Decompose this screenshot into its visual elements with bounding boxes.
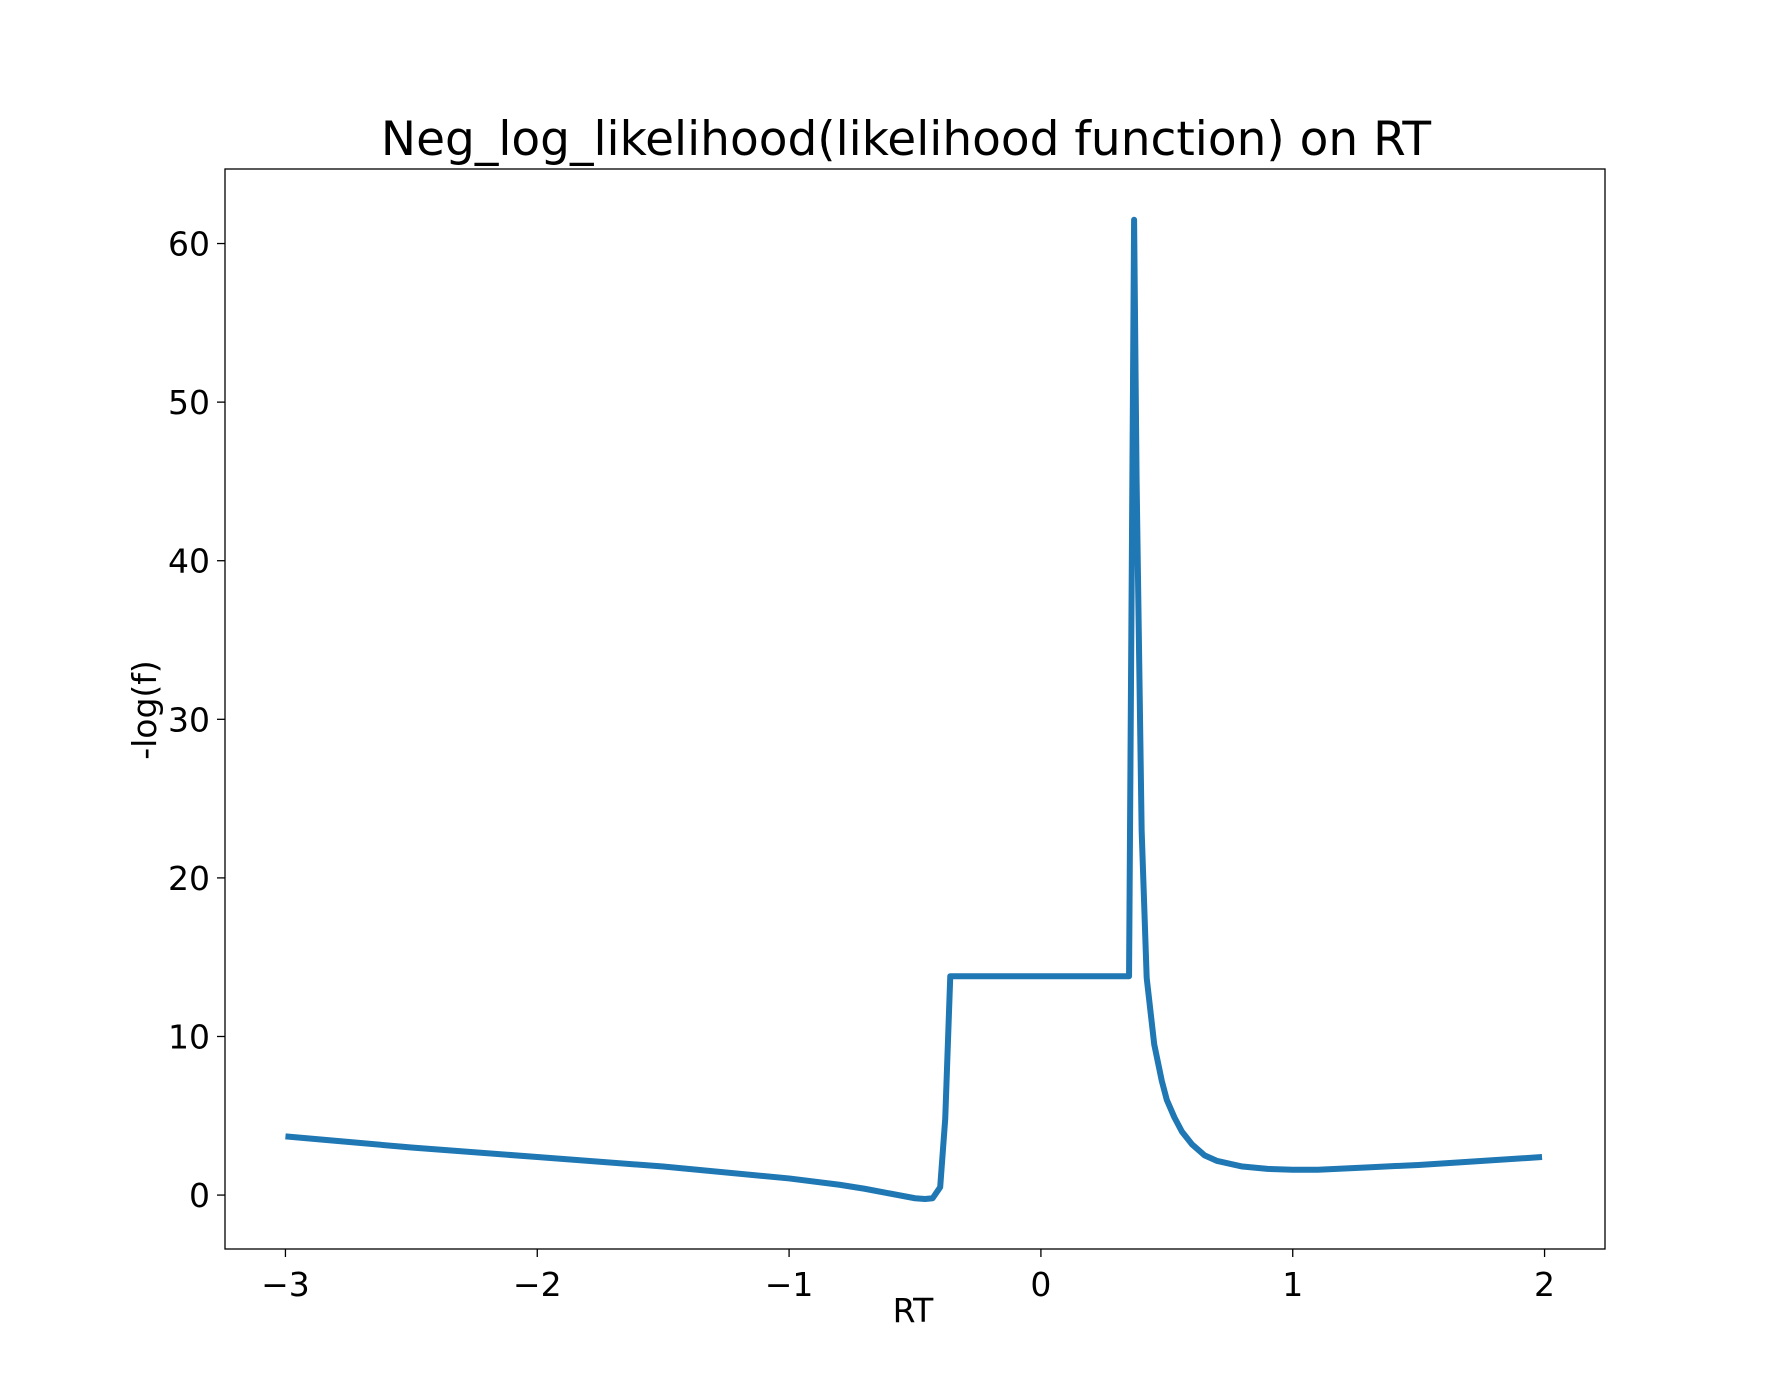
x-tick-label: −3 [261, 1265, 310, 1304]
x-tick-label: 2 [1534, 1265, 1555, 1304]
x-tick-label: −1 [765, 1265, 814, 1304]
y-tick-label: 0 [189, 1176, 210, 1215]
x-tick-label: 0 [1030, 1265, 1051, 1304]
x-tick-label: −2 [513, 1265, 562, 1304]
y-tick-label: 30 [168, 700, 210, 739]
x-axis-label: RT [893, 1291, 935, 1330]
plot-frame [224, 168, 1606, 1250]
x-axis: −3 −2 −1 0 1 2 [261, 1249, 1555, 1304]
y-tick-label: 10 [168, 1017, 210, 1056]
plot-area [224, 168, 1606, 1250]
series-line [285, 216, 1543, 1203]
y-axis: 0 10 20 30 40 50 60 [168, 225, 225, 1215]
x-tick-label: 1 [1282, 1265, 1303, 1304]
y-tick-label: 20 [168, 859, 210, 898]
y-tick-label: 50 [168, 383, 210, 422]
chart-title: Neg_log_likelihood(likelihood function) … [381, 112, 1431, 167]
y-axis-label: -log(f) [125, 660, 164, 760]
y-tick-label: 60 [168, 225, 210, 264]
y-tick-label: 40 [168, 542, 210, 581]
